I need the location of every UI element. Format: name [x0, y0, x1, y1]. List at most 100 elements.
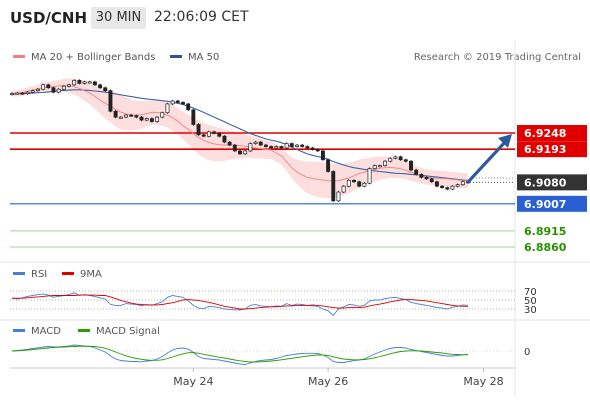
candle-body	[165, 103, 170, 114]
candle-body	[398, 156, 403, 161]
candle-body	[300, 144, 305, 147]
rsi-level-label-50: 50	[524, 296, 537, 307]
legend-macd-signal: MACD Signal	[78, 326, 160, 337]
macd-signal-line	[11, 345, 468, 363]
candle-body	[20, 92, 25, 95]
macd-line	[11, 344, 469, 365]
timestamp: 22:06:09 CET	[154, 9, 249, 25]
symbol-title: USD/CNH	[10, 9, 88, 27]
candle-body	[315, 149, 320, 152]
candle-body	[346, 179, 351, 187]
candle-body	[25, 91, 30, 94]
candle-body	[460, 181, 465, 186]
x-tick-label-0: May 24	[173, 375, 213, 388]
legend-label-rsi: RSI	[31, 269, 48, 280]
candle-body	[377, 165, 382, 168]
level-label-current-2: 6.9080	[524, 176, 567, 189]
candle-body	[15, 92, 20, 95]
candle-body	[393, 156, 398, 159]
candle-body	[269, 146, 274, 149]
level-label-box-resistance-0	[517, 125, 587, 141]
candle-body	[341, 185, 346, 193]
candle-body	[258, 141, 263, 146]
candle-body	[238, 150, 242, 155]
candle-body	[51, 87, 56, 93]
ma50-line	[11, 89, 469, 182]
candle-body	[191, 109, 196, 125]
level-label-box-resistance-1	[517, 141, 587, 158]
candle-body	[212, 131, 217, 134]
candle-body	[383, 160, 388, 166]
legend-swatch-macd	[13, 328, 25, 332]
candle-body	[82, 81, 87, 84]
candle-body	[87, 81, 92, 84]
x-tick-label-2: May 28	[463, 375, 503, 388]
legend-label-rsi-ma9: 9MA	[80, 269, 102, 280]
candle-body	[175, 100, 180, 103]
legend-macd: MACD	[13, 326, 61, 337]
candle-body	[155, 116, 160, 122]
legend-label-macd: MACD	[31, 326, 61, 337]
timeframe-button[interactable]: 30 MIN	[91, 7, 146, 29]
rsi-ma9-line	[12, 294, 468, 310]
candle-body	[30, 90, 35, 93]
candle-body	[98, 84, 103, 89]
candle-body	[181, 102, 185, 105]
candle-body	[289, 143, 294, 147]
candle-body	[72, 80, 77, 86]
level-label-box-current-2	[517, 174, 587, 191]
candle-body	[129, 114, 134, 117]
candle-body	[160, 112, 165, 118]
candle-body	[305, 146, 310, 149]
candle-body	[284, 143, 289, 149]
legend-rsi: RSI	[13, 269, 47, 280]
ma20-line	[11, 84, 469, 182]
level-label-box-pivot-3	[517, 195, 587, 212]
macd-zero-label: 0	[524, 347, 530, 358]
legend-label-ma50: MA 50	[188, 52, 220, 63]
candle-body	[455, 184, 460, 187]
candle-body	[222, 135, 227, 143]
candle-body	[227, 141, 232, 146]
candle-body	[67, 84, 71, 87]
rsi-line	[11, 292, 469, 316]
legend-swatch-rsi-ma9	[62, 271, 74, 275]
candle-body	[424, 177, 429, 180]
candle-body	[279, 146, 284, 149]
forecast-arrow-head	[498, 134, 512, 148]
candle-body	[445, 187, 450, 190]
candle-body	[170, 100, 175, 105]
candle-body	[434, 181, 439, 187]
candle-body	[409, 160, 413, 171]
candle-body	[206, 131, 211, 137]
candle-body	[77, 80, 82, 84]
candle-body	[201, 134, 206, 137]
candle-body	[35, 88, 40, 92]
candle-body	[217, 132, 222, 137]
bollinger-band-area	[12, 78, 468, 199]
candle-body	[388, 157, 393, 162]
candle-body	[362, 182, 367, 187]
level-label-pivot-3: 6.9007	[524, 198, 566, 211]
legend-swatch-rsi	[13, 271, 25, 275]
candle-body	[295, 144, 299, 147]
candle-body	[357, 181, 362, 187]
candle-body	[103, 87, 108, 92]
candle-body	[139, 116, 144, 121]
candle-body	[243, 150, 248, 155]
candle-body	[232, 144, 237, 152]
candle-body	[310, 147, 315, 150]
candle-body	[403, 159, 408, 162]
candle-body	[419, 174, 424, 178]
legend-ma50: MA 50	[170, 52, 219, 63]
level-label-support-5: 6.8860	[524, 241, 567, 254]
candle-body	[61, 85, 66, 90]
level-label-resistance-0: 6.9248	[524, 127, 566, 140]
candle-body	[186, 103, 191, 111]
level-label-support-4: 6.8915	[524, 225, 566, 238]
candle-body	[118, 116, 123, 119]
candle-body	[372, 165, 377, 169]
legend-label-bollinger: MA 20 + Bollinger Bands	[31, 52, 156, 63]
x-tick-label-1: May 26	[308, 375, 348, 388]
